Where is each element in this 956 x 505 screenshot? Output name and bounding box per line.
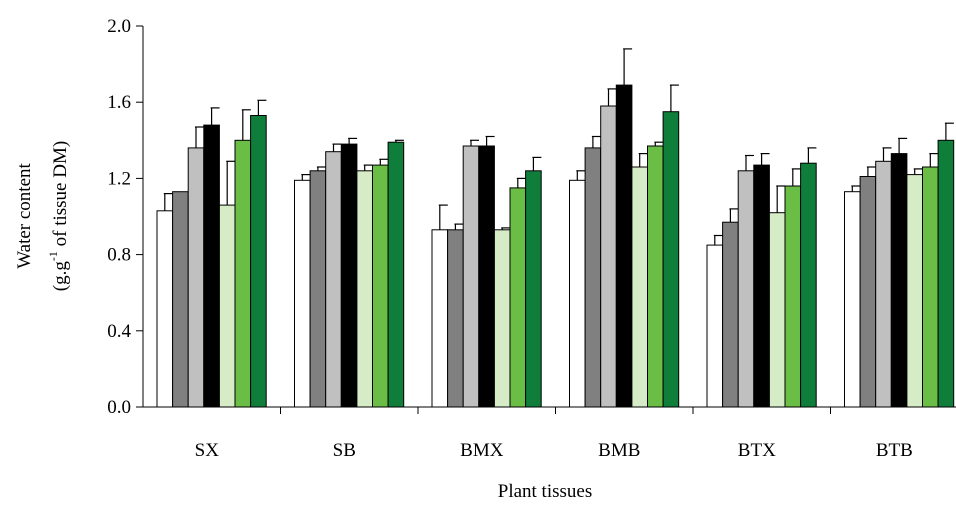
- bar-btb-s1: [844, 191, 861, 408]
- y-tick-label-1.6: 1.6: [107, 92, 131, 113]
- bar-bmb-s3: [600, 105, 617, 408]
- bar-sx-s7: [250, 115, 267, 408]
- y-tick-label-0.0: 0.0: [107, 397, 131, 418]
- bar-sx-s3: [187, 147, 205, 408]
- bar-bmx-s5: [493, 229, 511, 408]
- bar-bmb-s1: [569, 179, 586, 408]
- y-units-close: of tissue DM): [50, 141, 71, 251]
- bar-btb-s7: [937, 139, 955, 408]
- category-label-bmx: BMX: [460, 440, 504, 461]
- bar-sx-s5: [218, 204, 236, 408]
- bar-btx-s4: [753, 164, 770, 408]
- bar-sx-s2: [172, 191, 189, 408]
- bar-btx-s6: [784, 185, 802, 408]
- bar-bmx-s2: [447, 229, 464, 408]
- bar-sb-s6: [372, 164, 389, 408]
- bar-btb-s4: [890, 153, 908, 408]
- category-label-sb: SB: [333, 440, 356, 461]
- bar-btb-s6: [922, 166, 939, 408]
- bars-layer: [156, 48, 955, 408]
- bar-btx-s1: [706, 244, 724, 408]
- y-tick-label-1.2: 1.2: [107, 168, 131, 189]
- x-axis-title: Plant tissues: [498, 481, 592, 502]
- y-tick-label-2.0: 2.0: [107, 16, 131, 37]
- y-units-superscript: -1: [46, 251, 60, 261]
- y-units-open: (g.g: [50, 261, 71, 292]
- bar-bmb-s7: [662, 111, 680, 408]
- bar-sx-s1: [156, 210, 174, 408]
- bar-btx-s5: [768, 212, 786, 408]
- bar-btx-s7: [800, 162, 817, 408]
- bar-sb-s3: [325, 151, 342, 408]
- bar-bmb-s2: [584, 147, 602, 408]
- bar-btb-s2: [859, 176, 877, 408]
- bar-btx-s3: [737, 170, 755, 408]
- bar-bmx-s7: [525, 170, 542, 408]
- bar-btb-s3: [875, 160, 892, 408]
- bar-bmx-s1: [431, 229, 449, 408]
- bar-bmx-s3: [462, 145, 480, 408]
- bar-btb-s5: [906, 174, 924, 408]
- bar-bmb-s4: [615, 84, 633, 408]
- bar-bmb-s6: [647, 145, 664, 408]
- axes-layer: [136, 25, 956, 414]
- labels-layer: SX SB BMX BMB BTX BTB 0.0 0.4 0.8 1.2 1.6 2.0: [107, 16, 913, 461]
- category-label-btx: BTX: [738, 440, 776, 461]
- bar-sb-s1: [294, 179, 311, 408]
- bar-sb-s7: [387, 141, 405, 408]
- bar-bmx-s4: [478, 145, 495, 408]
- category-label-sx: SX: [195, 440, 220, 461]
- bar-sb-s4: [340, 143, 358, 408]
- y-tick-label-0.4: 0.4: [107, 321, 131, 342]
- bar-bmb-s5: [631, 166, 649, 408]
- bar-btx-s2: [722, 221, 739, 408]
- bar-sb-s5: [356, 170, 373, 408]
- y-tick-label-0.8: 0.8: [107, 245, 131, 266]
- bar-sx-s6: [234, 139, 252, 408]
- category-label-bmb: BMB: [598, 440, 640, 461]
- y-axis-title: Water content: [14, 163, 35, 269]
- bar-sx-s4: [203, 124, 220, 408]
- y-axis-units: (g.g-1 of tissue DM): [46, 141, 71, 291]
- category-label-btb: BTB: [876, 440, 913, 461]
- bar-bmx-s6: [509, 187, 527, 408]
- bar-sb-s2: [309, 170, 327, 408]
